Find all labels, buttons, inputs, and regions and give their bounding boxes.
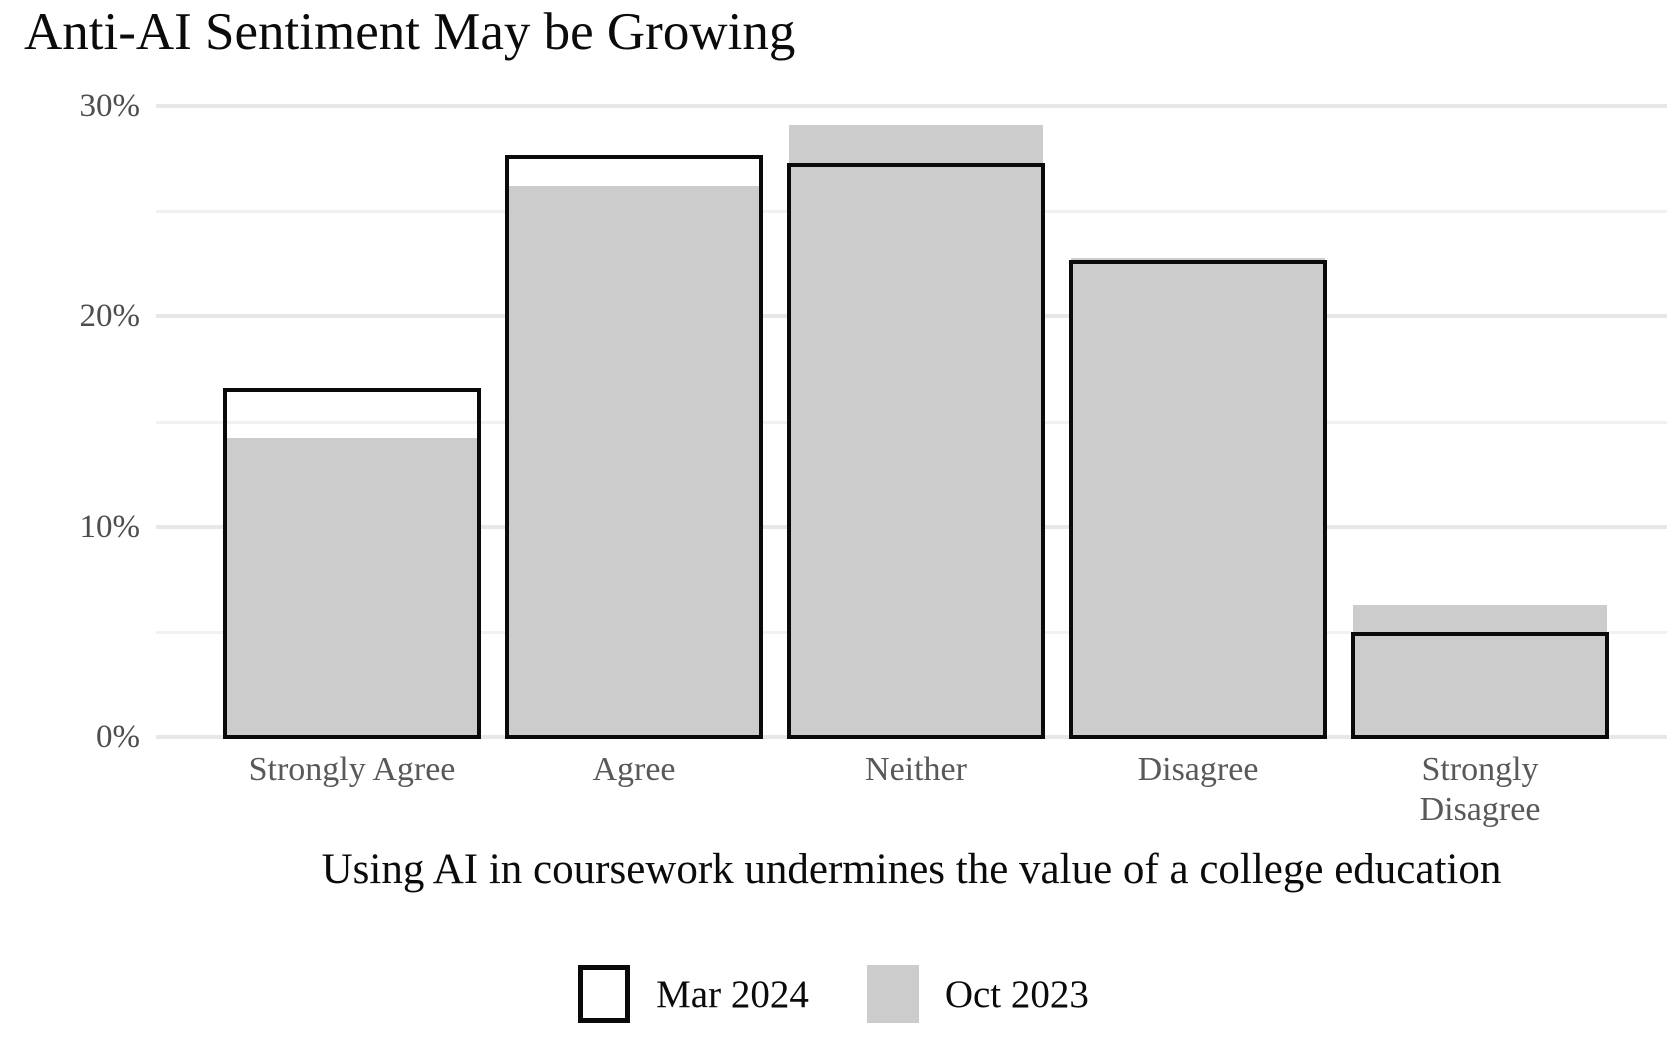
gridline-major xyxy=(156,104,1667,109)
legend-swatch-outline-icon xyxy=(578,965,631,1023)
bar-mar-2024-strongly-agree xyxy=(223,388,481,739)
x-axis-label: Using AI in coursework undermines the va… xyxy=(321,846,1502,893)
y-tick-label: 0% xyxy=(96,719,140,755)
bar-oct-2023-neither xyxy=(789,125,1043,737)
y-tick-label: 10% xyxy=(79,508,141,545)
x-tick-label: Agree xyxy=(592,751,676,788)
x-tick-label: Strongly Disagree xyxy=(1419,751,1541,828)
bar-mar-2024-neither xyxy=(787,163,1045,739)
bar-oct-2023-strongly-agree xyxy=(225,438,479,737)
legend-label: Mar 2024 xyxy=(656,972,809,1016)
bar-mar-2024-disagree xyxy=(1069,260,1327,739)
bar-oct-2023-disagree xyxy=(1071,258,1325,737)
bar-mar-2024-agree xyxy=(505,155,763,739)
x-tick-label: Disagree xyxy=(1137,751,1259,788)
bar-oct-2023-agree xyxy=(507,186,761,737)
y-tick-label: 20% xyxy=(79,298,141,335)
chart-title: Anti-AI Sentiment May be Growing xyxy=(24,3,796,61)
x-tick-label: Strongly Agree xyxy=(248,751,456,788)
legend-swatch-fill-icon xyxy=(866,965,919,1023)
bar-oct-2023-strongly-disagree xyxy=(1353,605,1607,737)
legend: Mar 2024 Oct 2023 xyxy=(0,965,1667,1023)
legend-item-mar-2024: Mar 2024 xyxy=(578,965,809,1023)
legend-label: Oct 2023 xyxy=(944,972,1089,1016)
x-tick-label: Neither xyxy=(865,751,967,788)
legend-item-oct-2023: Oct 2023 xyxy=(866,965,1089,1023)
y-tick-label: 30% xyxy=(79,88,141,125)
bar-mar-2024-strongly-disagree xyxy=(1351,632,1609,739)
